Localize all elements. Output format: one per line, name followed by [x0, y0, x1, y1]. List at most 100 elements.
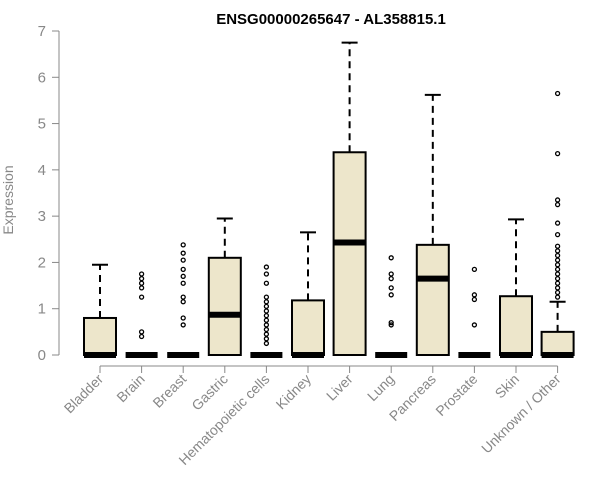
box-body: [332, 151, 367, 356]
box-gastric: [207, 217, 242, 356]
x-tick-label: Unknown / Other: [478, 371, 564, 457]
outlier-point: [554, 232, 561, 238]
outlier-point: [263, 271, 270, 277]
box-bladder: [83, 263, 117, 358]
outlier-point: [180, 315, 186, 321]
outlier-point: [554, 243, 561, 249]
chart-title: ENSG00000265647 - AL358815.1: [216, 11, 446, 28]
outlier-point: [554, 257, 561, 263]
outlier-point: [554, 266, 561, 273]
outlier-point: [388, 285, 394, 291]
box-body: [499, 295, 533, 356]
box-unknown-other: [540, 90, 575, 358]
outlier-point: [180, 273, 186, 279]
outlier-point: [554, 285, 561, 291]
box-body: [207, 256, 242, 356]
box-breast: [167, 242, 200, 358]
box-brain: [125, 271, 158, 358]
outlier-point: [138, 275, 145, 282]
outlier-point: [554, 294, 561, 300]
y-tick-label: 7: [38, 23, 46, 40]
outlier-point: [388, 255, 394, 261]
outlier-point: [554, 90, 561, 97]
box-skin: [499, 218, 533, 358]
outlier-point: [180, 322, 186, 328]
outlier-point: [138, 294, 145, 300]
outlier-point: [554, 201, 561, 208]
x-tick-label: Brain: [113, 371, 147, 405]
outlier-point: [138, 333, 145, 340]
outlier-point: [388, 271, 394, 277]
outlier-point: [554, 275, 561, 282]
x-tick-label: Bladder: [61, 371, 107, 417]
outlier-point: [471, 296, 478, 303]
outlier-point: [138, 285, 145, 291]
x-tick-label: Skin: [492, 371, 523, 402]
outlier-point: [138, 271, 145, 277]
box-hematopoietic-cells: [250, 264, 283, 358]
outlier-point: [388, 319, 394, 326]
outlier-point: [180, 266, 186, 273]
outlier-point: [180, 299, 186, 305]
outlier-point: [554, 280, 561, 286]
x-tick-label: Liver: [323, 371, 356, 404]
outlier-point: [388, 292, 394, 298]
box-liver: [332, 41, 367, 356]
outlier-point: [263, 336, 270, 342]
outlier-point: [263, 308, 270, 314]
outlier-point: [554, 220, 561, 226]
box-lung: [375, 255, 408, 358]
outlier-point: [180, 242, 186, 248]
box-kidney: [291, 231, 325, 358]
outlier-point: [554, 248, 561, 254]
outlier-point: [263, 299, 270, 305]
x-tick-label: Lung: [364, 371, 397, 404]
outlier-point: [554, 151, 561, 157]
outlier-point: [263, 280, 270, 286]
outlier-point: [471, 322, 478, 328]
y-axis-label: Expression: [0, 165, 16, 234]
box-body: [415, 243, 450, 356]
outlier-point: [263, 264, 270, 270]
y-tick-label: 5: [38, 116, 46, 133]
outlier-point: [138, 329, 145, 335]
outlier-point: [138, 280, 145, 286]
outlier-point: [263, 303, 270, 310]
y-tick-label: 4: [38, 162, 46, 179]
box-pancreas: [415, 93, 450, 356]
outlier-point: [180, 294, 186, 300]
y-tick-label: 1: [38, 301, 46, 318]
box-body: [540, 330, 575, 357]
x-tick-label: Breast: [149, 371, 189, 411]
y-tick-label: 2: [38, 254, 46, 271]
x-tick-label: Kidney: [273, 371, 315, 413]
box-body: [83, 316, 117, 357]
outlier-point: [554, 271, 561, 277]
y-tick-label: 0: [38, 347, 46, 364]
outlier-point: [180, 280, 186, 286]
outlier-point: [471, 266, 478, 273]
outlier-point: [263, 340, 270, 347]
outlier-point: [263, 326, 270, 333]
outlier-point: [263, 317, 270, 323]
box-body: [291, 299, 325, 356]
outlier-point: [180, 250, 186, 256]
y-tick-label: 3: [38, 208, 46, 225]
outlier-point: [263, 313, 270, 319]
outlier-point: [554, 262, 561, 268]
outlier-point: [263, 322, 270, 328]
outlier-point: [554, 252, 561, 259]
outlier-point: [471, 292, 478, 298]
outlier-point: [388, 275, 394, 282]
outlier-point: [554, 289, 561, 296]
y-tick-label: 6: [38, 69, 46, 86]
boxes: [83, 41, 575, 358]
outlier-point: [554, 197, 561, 203]
outlier-point: [263, 294, 270, 300]
outlier-point: [388, 322, 394, 328]
outlier-point: [263, 331, 270, 337]
box-prostate: [458, 266, 491, 358]
x-tick-label: Prostate: [432, 371, 480, 419]
